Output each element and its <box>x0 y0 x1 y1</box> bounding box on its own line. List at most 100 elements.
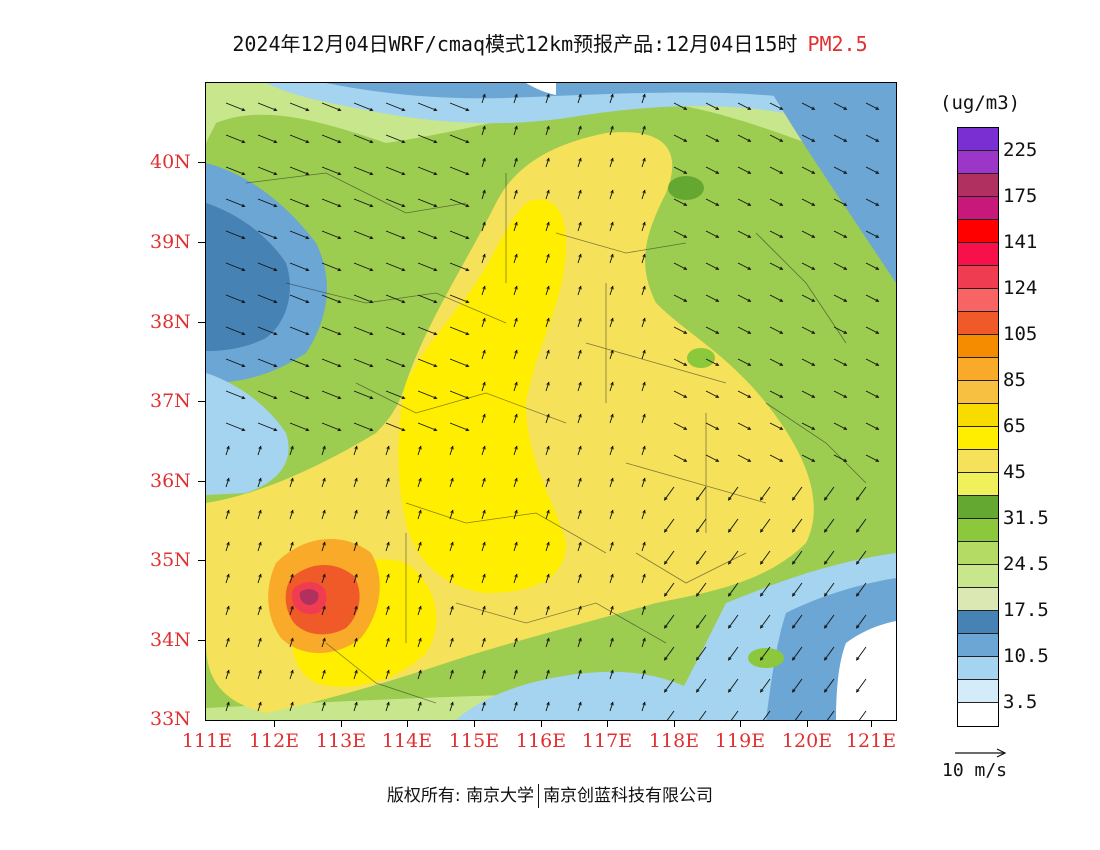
chart-title: 2024年12月04日WRF/cmaq模式12km预报产品:12月04日15时 P… <box>0 28 1100 57</box>
wind-vector <box>385 358 405 367</box>
legend-label: 85 <box>1003 369 1026 391</box>
wind-vector <box>705 422 719 430</box>
wind-vector-head <box>779 202 784 206</box>
wind-vector-head <box>514 317 518 322</box>
wind-vector-head <box>418 477 422 482</box>
wind-vector-head <box>578 573 582 578</box>
wind-vector-head <box>610 605 614 610</box>
contour-blue-ne <box>766 83 896 283</box>
wind-vector-head <box>450 509 454 514</box>
wind-vector <box>769 422 783 430</box>
wind-vector <box>449 198 469 207</box>
wind-vector-head <box>546 317 550 322</box>
wind-vector-head <box>514 381 518 386</box>
wind-vector-head <box>760 656 764 661</box>
wind-vector <box>545 158 550 168</box>
wind-vector-head <box>290 669 294 674</box>
contour-green-patch <box>687 348 715 368</box>
wind-vector-head <box>715 298 720 302</box>
wind-vector <box>257 446 262 456</box>
wind-vector-head <box>226 445 230 450</box>
wind-vector <box>481 542 486 552</box>
wind-vector-head <box>843 234 848 238</box>
wind-vector-head <box>482 189 486 194</box>
wind-vector <box>833 358 847 366</box>
wind-vector <box>856 678 867 693</box>
wind-vector-head <box>241 363 246 368</box>
wind-vector-head <box>642 573 646 578</box>
contour-blue-top-dark <box>326 83 896 113</box>
wind-vector <box>385 230 405 239</box>
legend-swatch <box>958 381 998 404</box>
wind-vector-head <box>337 139 342 144</box>
wind-vector-head <box>386 509 390 514</box>
legend-label: 225 <box>1003 139 1038 161</box>
wind-vector-head <box>369 203 374 208</box>
wind-vector <box>865 166 879 174</box>
wind-vector <box>769 230 783 238</box>
wind-vector <box>824 678 835 693</box>
wind-vector <box>792 582 803 597</box>
wind-vector <box>609 350 614 360</box>
wind-vector-head <box>305 363 310 368</box>
wind-vector-head <box>226 541 230 546</box>
contour-green-patch <box>748 648 784 668</box>
wind-vector <box>353 638 358 648</box>
wind-vector <box>728 518 739 533</box>
wind-vector-head <box>322 701 326 706</box>
wind-vector <box>673 358 687 366</box>
wind-vector-head <box>875 458 880 462</box>
wind-vector <box>289 230 309 239</box>
wind-vector <box>545 350 550 360</box>
contour-blue-west <box>206 373 289 495</box>
wind-vector <box>792 550 803 565</box>
wind-vector-head <box>610 285 614 290</box>
wind-vector <box>673 262 687 270</box>
wind-vector <box>641 542 646 552</box>
legend-swatch <box>958 473 998 496</box>
wind-vector-head <box>465 427 470 432</box>
wind-vector-head <box>546 477 550 482</box>
wind-vector <box>449 478 454 488</box>
wind-vector-head <box>696 688 700 693</box>
wind-vector <box>833 326 847 334</box>
wind-vector <box>760 614 771 629</box>
wind-vector-head <box>322 509 326 514</box>
wind-vector <box>257 326 277 335</box>
wind-vector-head <box>369 235 374 240</box>
wind-vector-head <box>875 170 880 174</box>
wind-vector <box>696 486 707 501</box>
wind-vector <box>865 198 879 206</box>
wind-vector-head <box>824 656 828 661</box>
wind-vector <box>737 102 751 110</box>
wind-vector-head <box>258 477 262 482</box>
wind-vector <box>577 254 582 264</box>
wind-vector-head <box>811 170 816 174</box>
lon-tick <box>807 720 808 727</box>
wind-vector-head <box>401 427 406 432</box>
wind-vector <box>417 574 422 584</box>
wind-vector <box>705 230 719 238</box>
wind-vector <box>481 414 486 424</box>
wind-vector-head <box>696 656 700 661</box>
wind-vector-head <box>747 266 752 270</box>
wind-vector-head <box>514 285 518 290</box>
wind-vector <box>856 646 867 661</box>
wind-vector <box>577 126 582 136</box>
wind-vector-head <box>811 202 816 206</box>
wind-vector-head <box>369 171 374 176</box>
wind-vector <box>481 126 486 136</box>
wind-vector <box>705 166 719 174</box>
wind-vector <box>673 326 687 334</box>
wind-vector <box>545 286 550 296</box>
wind-vector-head <box>747 138 752 142</box>
contour-white-se <box>836 621 896 720</box>
wind-vector-head <box>546 381 550 386</box>
wind-vector-head <box>715 170 720 174</box>
wind-vector <box>833 390 847 398</box>
wind-vector <box>641 574 646 584</box>
wind-vector <box>609 222 614 232</box>
wind-vector <box>321 478 326 488</box>
wind-vector-head <box>642 413 646 418</box>
wind-vector-head <box>875 426 880 430</box>
